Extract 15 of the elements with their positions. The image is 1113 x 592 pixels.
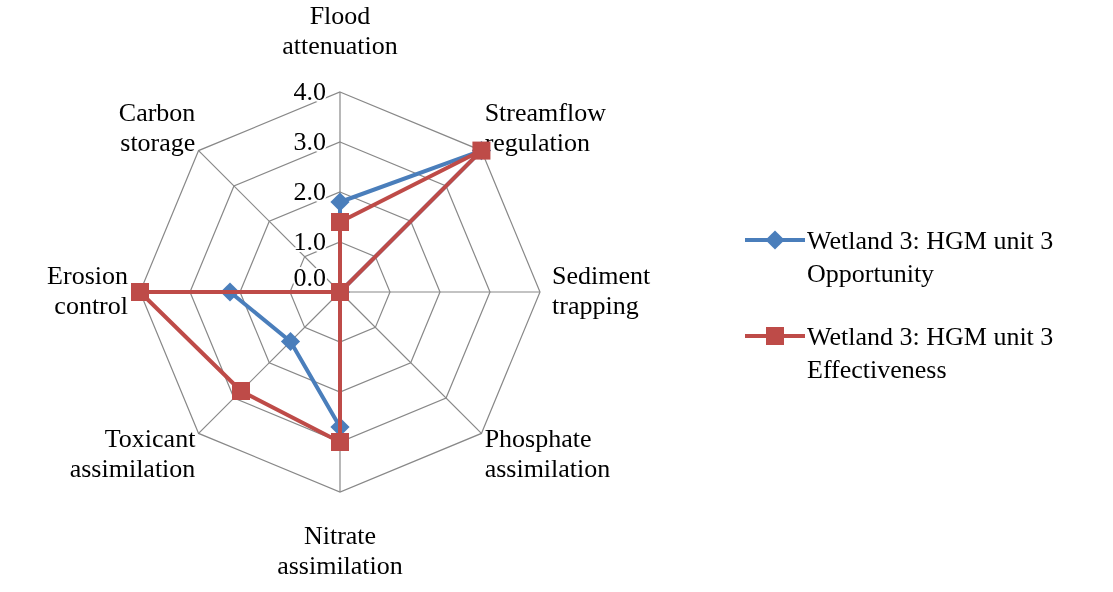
spoke-label: Sediment trapping [552,261,651,320]
spoke-label: Erosion control [47,261,128,320]
spoke-label: Toxicant assimilation [69,423,197,483]
spoke-label: Carbon storage [118,98,196,158]
y-tick-label: 0.0 [293,263,326,292]
y-tick-label: 4.0 [293,77,326,106]
spoke-label: Phosphate assimilation [484,423,611,483]
y-tick-label: 2.0 [293,177,326,206]
y-tick-label: 3.0 [293,127,326,156]
spoke-label: Nitrate assimilation [277,521,403,580]
legend-label: Wetland 3: HGM unit 3 Effectiveness [807,322,1054,384]
y-tick-label: 1.0 [293,227,326,256]
spoke-label: Streamflow regulation [484,98,607,158]
legend-label: Wetland 3: HGM unit 3 Opportunity [807,226,1054,288]
spoke-label: Flood attenuation [282,1,398,60]
